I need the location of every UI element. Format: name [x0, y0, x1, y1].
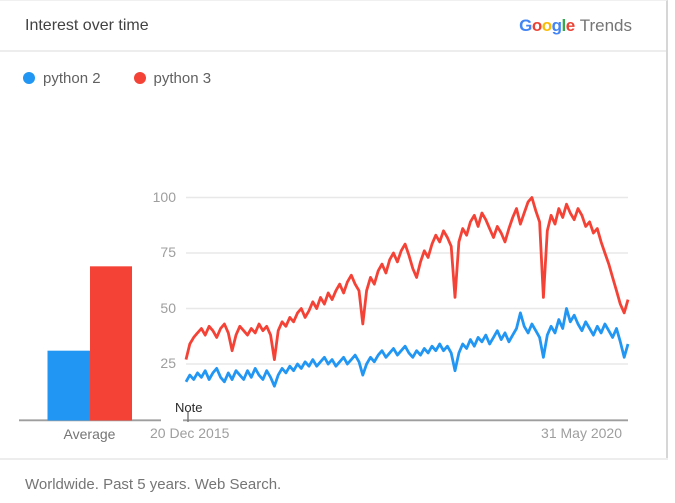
legend-item-label: python 2	[43, 69, 101, 87]
legend: python 2 python 3	[23, 65, 211, 91]
trends-logo-text: Trends	[579, 15, 632, 35]
x-axis-start-label: 20 Dec 2015	[150, 425, 230, 441]
footer-scope-text: Worldwide. Past 5 years. Web Search.	[25, 476, 282, 493]
legend-item: python 2	[23, 70, 101, 87]
y-tick-label: 25	[160, 355, 176, 371]
average-label: Average	[63, 426, 116, 442]
y-tick-label: 75	[160, 244, 176, 260]
x-axis-end-label: 31 May 2020	[541, 425, 622, 441]
note-label[interactable]: Note	[175, 400, 203, 415]
legend-item: python 3	[133, 69, 212, 87]
widget-footer: Worldwide. Past 5 years. Web Search.	[0, 458, 668, 503]
legend-color-dot-icon	[133, 72, 146, 84]
y-tick-label: 100	[152, 188, 176, 205]
legend-item-label: python 3	[153, 69, 212, 87]
widget-header: Interest over time Google Trends	[0, 1, 666, 52]
google-logo: Google	[519, 15, 575, 35]
legend-color-dot-icon	[23, 72, 35, 84]
google-trends-logo[interactable]: Google Trends	[519, 16, 632, 36]
page-title: Interest over time	[25, 16, 149, 34]
y-tick-label: 50	[160, 299, 176, 316]
